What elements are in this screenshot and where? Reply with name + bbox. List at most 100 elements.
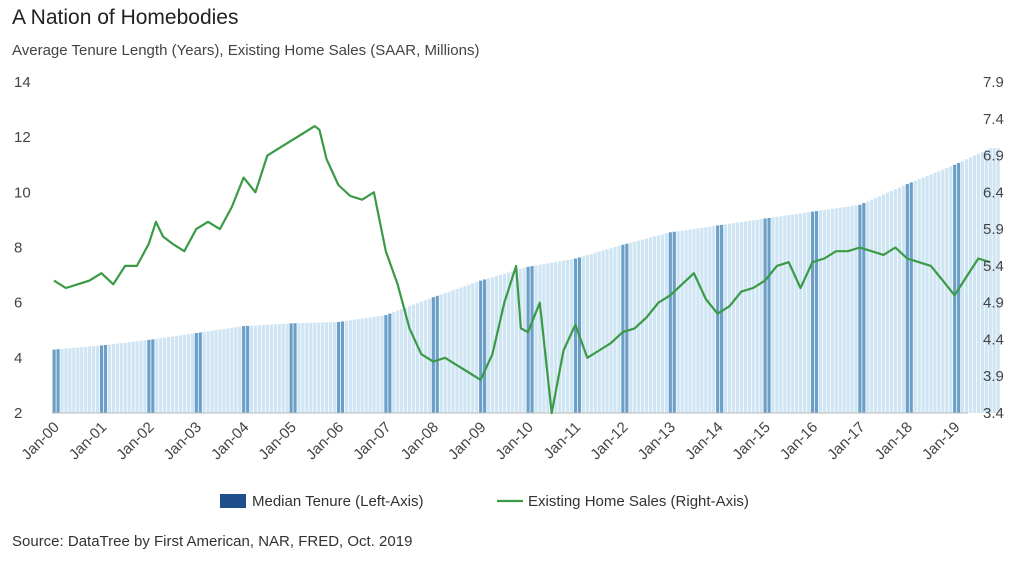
left-axis-tick-label: 8 xyxy=(14,240,22,257)
tenure-bar xyxy=(88,346,92,413)
tenure-bar xyxy=(779,216,783,413)
tenure-bar xyxy=(664,233,668,413)
tenure-bar xyxy=(613,247,617,413)
tenure-bar xyxy=(648,237,653,413)
tenure-bar xyxy=(660,234,664,413)
tenure-bar xyxy=(822,209,826,413)
tenure-bar xyxy=(301,323,305,413)
tenure-bar xyxy=(368,317,372,413)
x-axis-tick-label: Jan-11 xyxy=(541,419,585,463)
tenure-bar xyxy=(941,169,945,413)
tenure-bar xyxy=(641,239,645,413)
tenure-bar xyxy=(84,346,88,413)
tenure-bar xyxy=(99,345,104,413)
tenure-bar xyxy=(234,327,238,413)
tenure-bar xyxy=(680,230,684,413)
tenure-bar xyxy=(743,221,747,413)
tenure-bar xyxy=(712,226,716,413)
tenure-bar xyxy=(787,215,791,413)
tenure-bar xyxy=(909,182,913,413)
tenure-bar xyxy=(767,217,771,413)
tenure-bar xyxy=(937,171,941,413)
tenure-bar xyxy=(656,235,661,413)
tenure-bar xyxy=(621,244,625,413)
tenure-bar xyxy=(80,347,84,413)
tenure-bar xyxy=(64,348,68,413)
tenure-bar xyxy=(475,281,479,413)
right-axis-tick-label: 6.4 xyxy=(983,184,1004,201)
tenure-bar xyxy=(976,153,980,413)
tenure-bar xyxy=(289,323,293,413)
tenure-bar xyxy=(68,348,72,413)
tenure-bar xyxy=(771,217,775,413)
tenure-bar xyxy=(830,208,834,413)
tenure-bar xyxy=(676,231,680,413)
tenure-bar xyxy=(889,190,894,413)
tenure-bar xyxy=(747,220,751,413)
x-axis-tick-label: Jan-10 xyxy=(492,419,536,463)
tenure-bar xyxy=(795,213,799,413)
tenure-bar xyxy=(858,204,862,413)
tenure-bar xyxy=(451,290,455,413)
tenure-bar xyxy=(546,263,550,413)
tenure-bar xyxy=(226,328,230,413)
tenure-bar xyxy=(818,210,822,413)
tenure-bar xyxy=(601,250,605,413)
tenure-bar xyxy=(171,336,175,413)
tenure-bar xyxy=(435,295,439,413)
right-axis: 3.4 3.9 4.4 4.9 5.4 5.9 6.4 6.9 7.4 7.9 xyxy=(983,74,1004,422)
tenure-bar xyxy=(514,270,518,413)
right-axis-tick-label: 4.4 xyxy=(983,331,1004,348)
tenure-bar xyxy=(704,227,708,413)
right-axis-tick-label: 3.9 xyxy=(983,368,1004,385)
tenure-bar xyxy=(317,322,321,413)
tenure-bar xyxy=(325,322,329,413)
tenure-bar xyxy=(522,267,526,413)
tenure-bar xyxy=(921,177,925,413)
tenure-bar xyxy=(250,325,254,413)
tenure-bar xyxy=(52,349,56,413)
tenure-bar xyxy=(913,180,917,413)
tenure-bar xyxy=(538,264,542,413)
tenure-bar xyxy=(56,349,60,413)
tenure-bar xyxy=(589,253,593,413)
tenure-bar xyxy=(147,339,151,413)
x-axis-tick-label: Jan-17 xyxy=(824,419,868,463)
tenure-bar xyxy=(487,278,491,413)
x-axis-tick-label: Jan-15 xyxy=(729,419,773,463)
tenure-bar xyxy=(167,337,171,413)
tenure-bar xyxy=(842,207,846,413)
tenure-bar xyxy=(127,342,131,413)
tenure-bar xyxy=(92,346,96,413)
tenure-bar xyxy=(364,317,368,413)
tenure-bar xyxy=(617,245,621,413)
tenure-bar xyxy=(953,164,957,413)
tenure-bar xyxy=(388,313,392,413)
tenure-bar xyxy=(400,309,404,413)
legend-swatch-tenure xyxy=(220,494,246,508)
tenure-bar xyxy=(554,261,558,413)
tenure-bar xyxy=(198,332,202,413)
tenure-bar xyxy=(352,319,356,413)
right-axis-tick-label: 4.9 xyxy=(983,295,1004,312)
tenure-bar xyxy=(265,324,269,413)
tenure-bar xyxy=(862,203,866,413)
tenure-bar xyxy=(178,335,183,413)
tenure-bar xyxy=(467,284,471,413)
x-axis-tick-label: Jan-16 xyxy=(777,419,821,463)
tenure-bar xyxy=(854,205,858,413)
left-axis-tick-label: 6 xyxy=(14,295,22,312)
tenure-bar xyxy=(313,322,317,413)
tenure-bar xyxy=(692,228,696,413)
tenure-bar xyxy=(340,321,345,413)
tenure-bars xyxy=(52,148,1000,414)
tenure-bar xyxy=(285,323,289,413)
tenure-bar xyxy=(645,238,649,413)
tenure-bar xyxy=(759,219,763,413)
tenure-bar xyxy=(968,157,973,413)
tenure-bar xyxy=(870,199,874,413)
tenure-bar xyxy=(238,326,242,413)
left-axis-tick-label: 12 xyxy=(14,129,31,146)
tenure-bar xyxy=(893,189,898,413)
x-axis-tick-label: Jan-06 xyxy=(303,419,347,463)
